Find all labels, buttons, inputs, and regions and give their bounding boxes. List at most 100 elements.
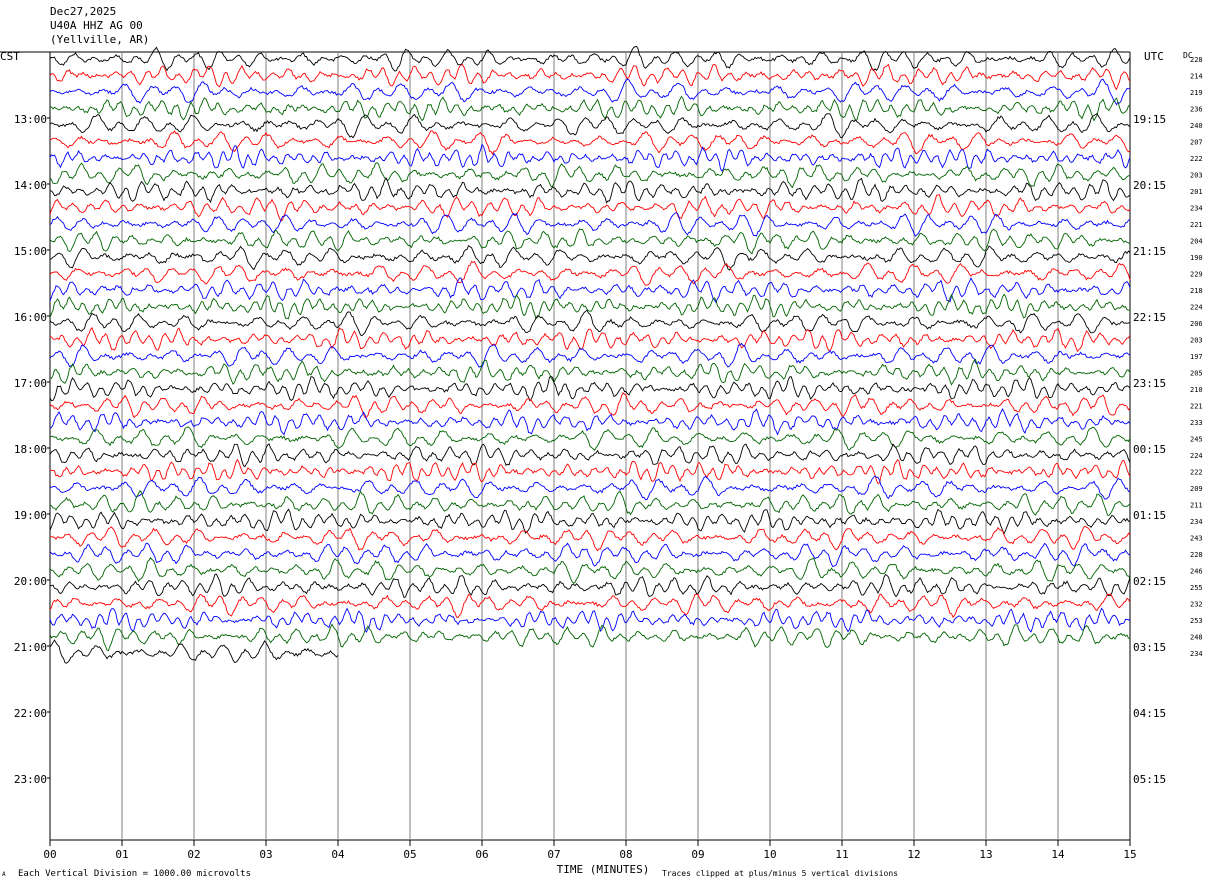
seismic-trace bbox=[49, 293, 1131, 320]
dc-offset-value: 211 bbox=[1190, 502, 1203, 510]
x-tick-label: 03 bbox=[259, 848, 272, 861]
corner-mark: A bbox=[2, 871, 6, 878]
dc-offset-value: 240 bbox=[1190, 122, 1203, 130]
dc-offset-value: 221 bbox=[1190, 221, 1203, 229]
right-hour-label: 00:15 bbox=[1133, 443, 1166, 456]
left-hour-label: 15:00 bbox=[14, 245, 47, 258]
right-hour-label: 02:15 bbox=[1133, 575, 1166, 588]
location-label: (Yellville, AR) bbox=[50, 33, 150, 46]
dc-header: DC bbox=[1183, 51, 1193, 60]
scale-note: Each Vertical Division = 1000.00 microvo… bbox=[18, 869, 251, 879]
x-tick-label: 01 bbox=[115, 848, 128, 861]
seismic-trace bbox=[49, 392, 1131, 419]
dc-offset-value: 203 bbox=[1190, 172, 1203, 180]
x-tick-label: 04 bbox=[331, 848, 345, 861]
seismic-trace bbox=[49, 309, 1131, 337]
dc-offset-value: 203 bbox=[1190, 337, 1203, 345]
x-tick-label: 05 bbox=[403, 848, 416, 861]
seismic-trace bbox=[49, 426, 1131, 452]
left-hour-label: 23:00 bbox=[14, 773, 47, 786]
dc-offset-value: 245 bbox=[1190, 436, 1203, 444]
right-hour-label: 21:15 bbox=[1133, 245, 1166, 258]
seismic-trace bbox=[49, 408, 1131, 436]
seismic-trace bbox=[49, 358, 1131, 386]
seismic-trace bbox=[49, 130, 1131, 155]
seismic-trace bbox=[49, 245, 1131, 271]
x-axis-title: TIME (MINUTES) bbox=[557, 863, 650, 876]
right-hour-label: 20:15 bbox=[1133, 179, 1166, 192]
x-tick-label: 00 bbox=[43, 848, 56, 861]
seismic-trace bbox=[49, 443, 1131, 468]
x-tick-label: 02 bbox=[187, 848, 200, 861]
dc-offset-value: 234 bbox=[1190, 518, 1203, 526]
dc-offset-value: 255 bbox=[1190, 584, 1203, 592]
seismic-trace bbox=[49, 326, 1131, 353]
dc-offset-value: 224 bbox=[1190, 304, 1203, 312]
dc-offset-value: 233 bbox=[1190, 419, 1203, 427]
seismic-trace bbox=[49, 162, 1131, 189]
seismic-trace bbox=[50, 176, 1131, 204]
right-timezone: UTC bbox=[1144, 50, 1164, 63]
seismic-trace bbox=[49, 542, 1131, 568]
seismic-trace bbox=[49, 639, 339, 664]
dc-offset-value: 243 bbox=[1190, 535, 1203, 543]
seismic-trace bbox=[49, 573, 1131, 598]
seismic-trace bbox=[49, 458, 1131, 485]
dc-offset-value: 234 bbox=[1190, 205, 1203, 213]
seismic-trace bbox=[49, 143, 1131, 172]
dc-offset-value: 219 bbox=[1190, 89, 1203, 97]
dc-offset-value: 205 bbox=[1190, 370, 1203, 378]
x-tick-label: 07 bbox=[547, 848, 560, 861]
seismic-trace bbox=[49, 212, 1131, 237]
right-hour-label: 03:15 bbox=[1133, 641, 1166, 654]
clip-note: Traces clipped at plus/minus 5 vertical … bbox=[662, 869, 899, 878]
left-hour-label: 18:00 bbox=[14, 443, 47, 456]
left-hour-label: 13:00 bbox=[14, 113, 47, 126]
dc-offset-value: 190 bbox=[1190, 254, 1203, 262]
seismic-trace bbox=[49, 607, 1131, 633]
right-hour-label: 19:15 bbox=[1133, 113, 1166, 126]
left-hour-label: 16:00 bbox=[14, 311, 47, 324]
dc-offset-value: 224 bbox=[1190, 452, 1203, 460]
dc-offset-value: 222 bbox=[1190, 155, 1203, 163]
x-tick-label: 12 bbox=[907, 848, 920, 861]
left-hour-label: 19:00 bbox=[14, 509, 47, 522]
dc-offset-value: 253 bbox=[1190, 617, 1203, 625]
seismic-trace bbox=[49, 342, 1131, 368]
seismic-trace bbox=[49, 45, 1131, 72]
x-tick-label: 09 bbox=[691, 848, 704, 861]
dc-offset-value: 221 bbox=[1190, 403, 1203, 411]
dc-offset-value: 201 bbox=[1190, 188, 1203, 196]
dc-offset-value: 234 bbox=[1190, 650, 1203, 658]
x-tick-label: 10 bbox=[763, 848, 776, 861]
x-tick-label: 11 bbox=[835, 848, 848, 861]
dc-offset-value: 204 bbox=[1190, 238, 1203, 246]
seismic-trace bbox=[49, 490, 1131, 516]
dc-offset-value: 197 bbox=[1190, 353, 1203, 361]
date-label: Dec27,2025 bbox=[50, 5, 117, 18]
dc-offset-value: 218 bbox=[1190, 287, 1203, 295]
dc-offset-value: 210 bbox=[1190, 386, 1203, 394]
left-hour-label: 14:00 bbox=[14, 179, 47, 192]
x-tick-label: 15 bbox=[1123, 848, 1136, 861]
x-tick-label: 14 bbox=[1051, 848, 1065, 861]
seismic-trace bbox=[49, 260, 1131, 286]
dc-offset-value: 236 bbox=[1190, 106, 1203, 114]
seismic-trace bbox=[49, 63, 1131, 91]
right-hour-label: 05:15 bbox=[1133, 773, 1166, 786]
dc-offset-value: 222 bbox=[1190, 469, 1203, 477]
dc-offset-value: 228 bbox=[1190, 56, 1203, 64]
seismic-trace bbox=[49, 525, 1131, 552]
left-hour-label: 22:00 bbox=[14, 707, 47, 720]
seismic-trace bbox=[49, 375, 1131, 402]
dc-offset-value: 246 bbox=[1190, 568, 1203, 576]
right-hour-label: 04:15 bbox=[1133, 707, 1166, 720]
seismic-trace bbox=[49, 112, 1131, 139]
seismic-trace bbox=[49, 508, 1131, 536]
dc-offset-value: 214 bbox=[1190, 73, 1203, 81]
left-hour-label: 17:00 bbox=[14, 377, 47, 390]
dc-offset-value: 209 bbox=[1190, 485, 1203, 493]
dc-offset-value: 232 bbox=[1190, 601, 1203, 609]
right-hour-label: 01:15 bbox=[1133, 509, 1166, 522]
